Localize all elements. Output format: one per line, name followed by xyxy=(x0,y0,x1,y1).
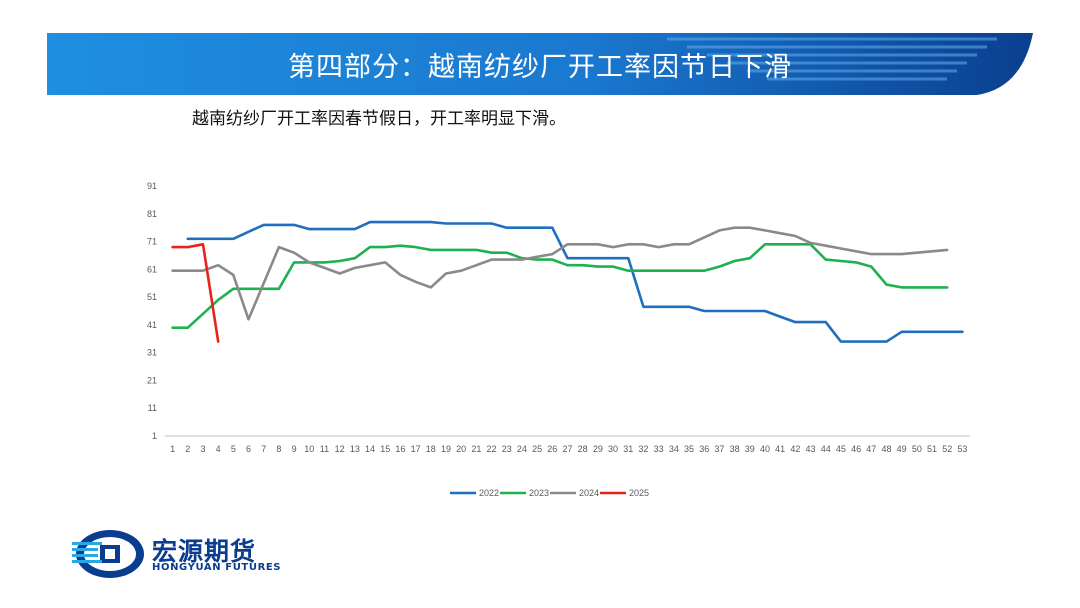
series-line-2025 xyxy=(171,243,220,343)
x-tick-label: 52 xyxy=(942,444,952,454)
x-tick-label: 39 xyxy=(745,444,755,454)
legend-label-2024: 2024 xyxy=(579,488,599,498)
x-tick-label: 14 xyxy=(365,444,375,454)
y-tick-label: 71 xyxy=(147,237,157,247)
x-tick-label: 21 xyxy=(471,444,481,454)
x-tick-label: 26 xyxy=(547,444,557,454)
x-tick-label: 9 xyxy=(292,444,297,454)
y-tick-label: 21 xyxy=(147,375,157,385)
logo-name-cn: 宏源期货 xyxy=(152,537,257,566)
x-tick-label: 4 xyxy=(216,444,221,454)
y-tick-label: 81 xyxy=(147,209,157,219)
x-tick-label: 51 xyxy=(927,444,937,454)
x-tick-label: 12 xyxy=(335,444,345,454)
x-tick-label: 18 xyxy=(426,444,436,454)
header-banner: 第四部分：越南纺纱厂开工率因节日下滑 xyxy=(47,33,1033,95)
x-tick-label: 5 xyxy=(231,444,236,454)
legend-label-2022: 2022 xyxy=(479,488,499,498)
y-tick-label: 41 xyxy=(147,320,157,330)
x-tick-label: 1 xyxy=(170,444,175,454)
y-tick-label: 31 xyxy=(147,348,157,358)
logo-name-en: HONGYUAN FUTURES xyxy=(152,562,282,573)
x-tick-label: 45 xyxy=(836,444,846,454)
x-tick-label: 30 xyxy=(608,444,618,454)
legend-label-2023: 2023 xyxy=(529,488,549,498)
series-line-2023 xyxy=(171,243,949,329)
x-tick-label: 34 xyxy=(669,444,679,454)
x-tick-label: 49 xyxy=(897,444,907,454)
x-tick-label: 16 xyxy=(395,444,405,454)
x-tick-label: 29 xyxy=(593,444,603,454)
x-tick-label: 3 xyxy=(200,444,205,454)
y-tick-label: 61 xyxy=(147,264,157,274)
x-tick-label: 15 xyxy=(380,444,390,454)
x-tick-label: 10 xyxy=(304,444,314,454)
x-tick-label: 46 xyxy=(851,444,861,454)
x-tick-label: 37 xyxy=(714,444,724,454)
x-tick-label: 43 xyxy=(806,444,816,454)
hongyuan-logo-icon xyxy=(72,530,144,578)
y-tick-label: 51 xyxy=(147,292,157,302)
x-tick-label: 7 xyxy=(261,444,266,454)
banner-background xyxy=(47,33,1033,95)
x-tick-label: 27 xyxy=(562,444,572,454)
x-tick-label: 23 xyxy=(502,444,512,454)
x-tick-label: 41 xyxy=(775,444,785,454)
x-tick-label: 25 xyxy=(532,444,542,454)
x-tick-label: 33 xyxy=(654,444,664,454)
x-tick-label: 32 xyxy=(638,444,648,454)
x-tick-label: 35 xyxy=(684,444,694,454)
x-tick-label: 42 xyxy=(790,444,800,454)
x-tick-label: 2 xyxy=(185,444,190,454)
x-tick-label: 17 xyxy=(411,444,421,454)
x-tick-label: 44 xyxy=(821,444,831,454)
subtitle-text: 越南纺纱厂开工率因春节假日，开工率明显下滑。 xyxy=(192,109,566,129)
series-line-2022 xyxy=(186,220,964,343)
x-tick-label: 48 xyxy=(881,444,891,454)
company-logo: 宏源期货 HONGYUAN FUTURES xyxy=(72,528,312,580)
x-tick-label: 19 xyxy=(441,444,451,454)
x-tick-label: 53 xyxy=(957,444,967,454)
y-tick-label: 91 xyxy=(147,181,157,191)
x-tick-label: 13 xyxy=(350,444,360,454)
y-tick-label: 11 xyxy=(148,403,157,413)
x-tick-label: 50 xyxy=(912,444,922,454)
x-tick-label: 8 xyxy=(276,444,281,454)
series-line-2024 xyxy=(171,226,949,321)
x-tick-label: 38 xyxy=(730,444,740,454)
x-tick-label: 40 xyxy=(760,444,770,454)
x-tick-label: 28 xyxy=(578,444,588,454)
x-tick-label: 20 xyxy=(456,444,466,454)
legend-label-2025: 2025 xyxy=(629,488,649,498)
y-tick-label: 1 xyxy=(152,431,157,441)
x-tick-label: 47 xyxy=(866,444,876,454)
x-tick-label: 22 xyxy=(487,444,497,454)
x-tick-label: 24 xyxy=(517,444,527,454)
x-tick-label: 31 xyxy=(623,444,633,454)
x-tick-label: 6 xyxy=(246,444,251,454)
page-title: 第四部分：越南纺纱厂开工率因节日下滑 xyxy=(288,52,792,83)
x-tick-label: 36 xyxy=(699,444,709,454)
x-tick-label: 11 xyxy=(320,444,329,454)
